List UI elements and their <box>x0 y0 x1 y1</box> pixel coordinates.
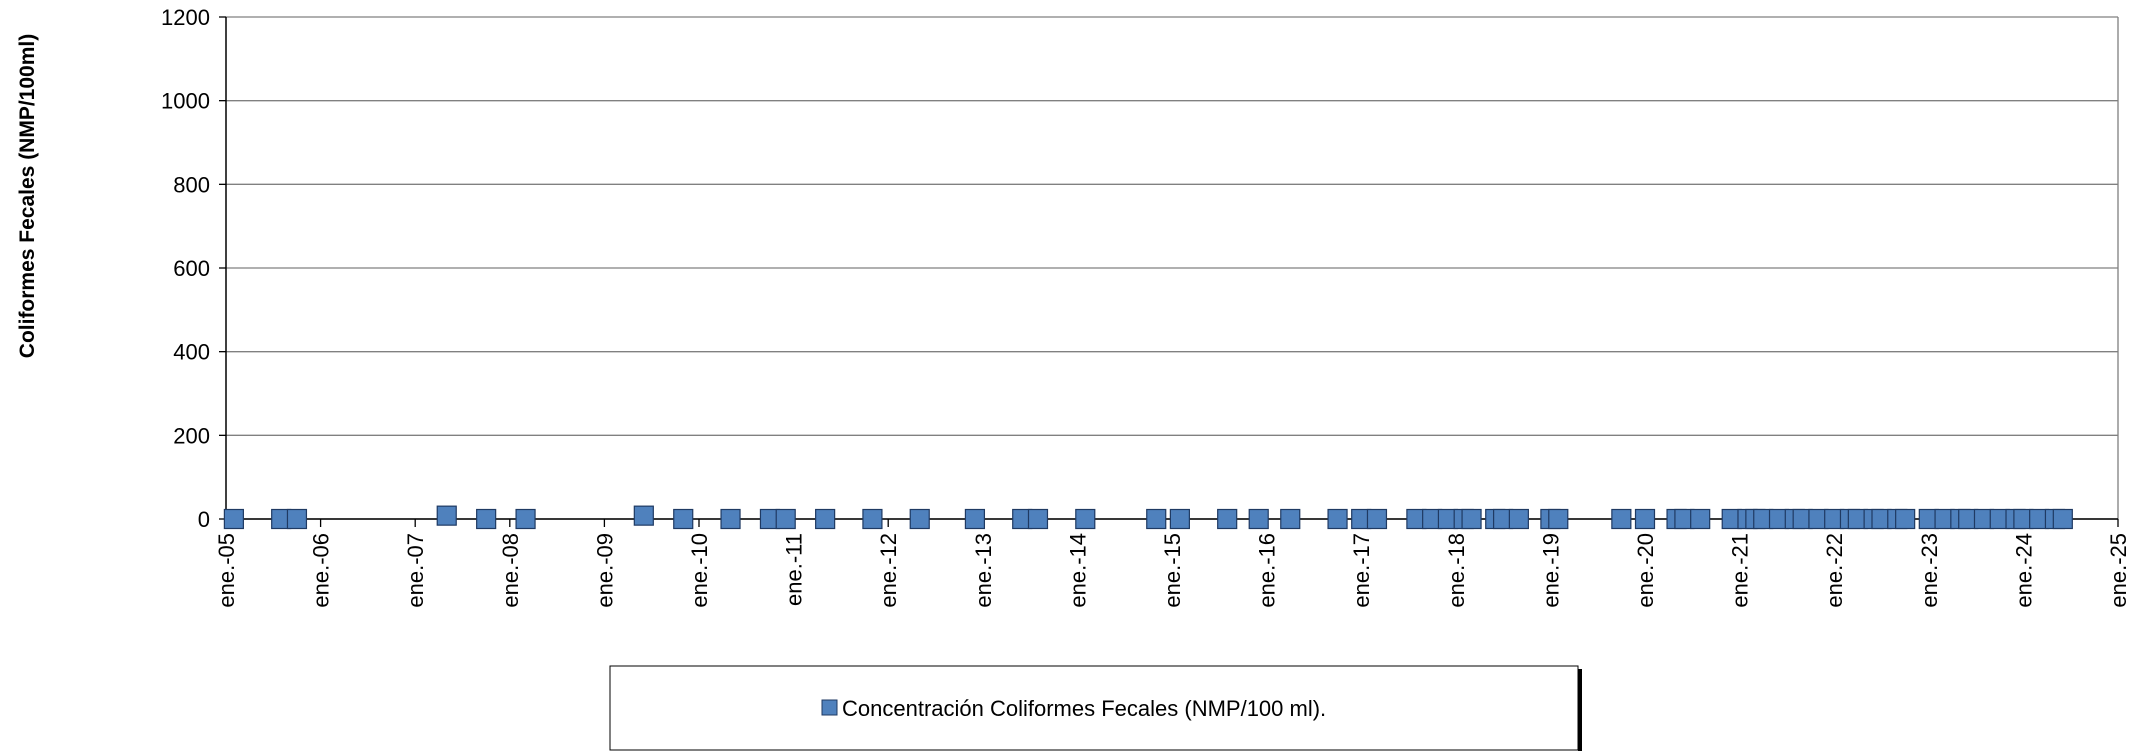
x-tick-label: ene.-11 <box>782 533 807 606</box>
x-tick-label: ene.-16 <box>1255 533 1280 608</box>
x-tick-label: ene.-21 <box>1728 533 1753 608</box>
x-tick-label: ene.-19 <box>1538 533 1563 608</box>
data-point <box>1327 508 1348 530</box>
data-point <box>1634 508 1656 530</box>
data-point <box>1169 508 1190 530</box>
data-point <box>2052 508 2073 530</box>
x-tick-label: ene.-22 <box>1822 533 1847 608</box>
x-tick-label: ene.-08 <box>498 533 523 608</box>
data-point <box>720 508 741 530</box>
y-tick-label: 1000 <box>161 89 210 114</box>
data-point <box>1027 508 1049 530</box>
x-tick-label: ene.-18 <box>1444 533 1469 608</box>
x-tick-label: ene.-17 <box>1349 533 1374 608</box>
data-point <box>633 505 654 526</box>
data-point <box>1146 508 1167 530</box>
data-point <box>223 508 244 530</box>
data-point <box>862 508 883 530</box>
x-tick-label: ene.-13 <box>971 533 996 608</box>
data-point <box>1248 508 1269 530</box>
x-tick-label: ene.-25 <box>2106 533 2131 608</box>
x-tick-label: ene.-10 <box>687 533 712 608</box>
y-tick-label: 1200 <box>161 5 210 30</box>
data-point <box>909 508 930 530</box>
data-point <box>1280 508 1301 530</box>
x-tick-label: ene.-06 <box>309 533 334 608</box>
data-point <box>1690 508 1711 530</box>
x-tick-label: ene.-07 <box>403 533 428 608</box>
x-tick-label: ene.-09 <box>592 533 617 608</box>
data-point <box>775 508 796 530</box>
y-tick-label: 600 <box>173 256 210 281</box>
x-tick-label: ene.-15 <box>1160 533 1185 608</box>
data-point <box>815 508 836 530</box>
data-point <box>1366 508 1388 530</box>
x-tick-label: ene.-20 <box>1633 533 1658 608</box>
y-tick-label: 400 <box>173 340 210 365</box>
data-point <box>515 508 536 530</box>
legend-marker <box>821 699 838 716</box>
data-point <box>1611 508 1632 530</box>
data-point <box>1895 508 1916 530</box>
data-point <box>1508 508 1529 530</box>
data-point <box>964 508 986 530</box>
data-point <box>1075 508 1096 530</box>
data-point <box>286 508 308 530</box>
y-tick-label: 200 <box>173 423 210 448</box>
x-tick-label: ene.-05 <box>214 533 239 608</box>
data-point <box>1217 508 1238 530</box>
data-point <box>476 508 497 530</box>
x-tick-label: ene.-23 <box>1917 533 1942 608</box>
legend-label: Concentración Coliformes Fecales (NMP/10… <box>842 696 1326 721</box>
data-point <box>673 508 694 530</box>
x-tick-label: ene.-14 <box>1065 533 1090 608</box>
data-point <box>1461 508 1482 530</box>
data-point <box>1548 508 1569 530</box>
y-axis-title: Coliformes Fecales (NMP/100ml) <box>16 34 39 358</box>
data-point <box>436 505 457 526</box>
legend-box <box>609 665 1579 751</box>
y-tick-label: 800 <box>173 172 210 197</box>
x-tick-label: ene.-12 <box>876 533 901 608</box>
y-tick-label: 0 <box>198 507 210 532</box>
x-tick-label: ene.-24 <box>2011 533 2036 608</box>
